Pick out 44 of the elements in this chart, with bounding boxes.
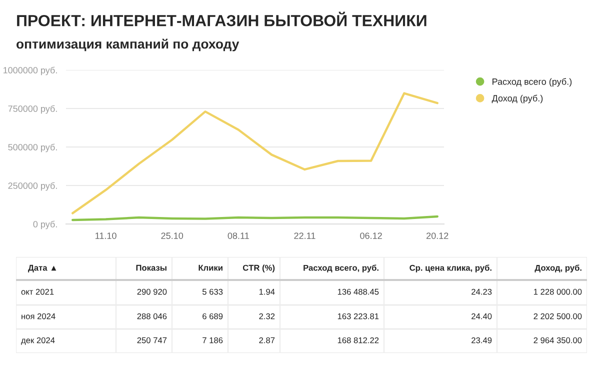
text: 1 228 000.00 xyxy=(534,288,582,295)
text: 2.32 xyxy=(259,313,275,320)
text: 290 920 xyxy=(137,288,167,295)
y-tick-label: 500000 руб. xyxy=(8,144,57,152)
line-series xyxy=(72,92,438,214)
text: 24.40 xyxy=(472,313,492,320)
text: 288 046 xyxy=(137,313,167,320)
y-tick-label: 1000000 руб. xyxy=(3,66,57,76)
text: 163 223.81 xyxy=(338,313,379,320)
text: 23.49 xyxy=(472,337,492,344)
x-tick-label: 20.12 xyxy=(426,232,448,239)
y-tick-label: 750000 руб. xyxy=(8,105,57,114)
text: Доход, руб. xyxy=(534,264,582,272)
x-tick-label: 08.11 xyxy=(228,232,249,239)
text: Дата ▲ xyxy=(28,264,56,272)
y-tick-label: 250000 руб. xyxy=(8,182,57,191)
text: Клики xyxy=(198,264,222,271)
text: Показы xyxy=(136,264,166,271)
text: 1.94 xyxy=(259,288,275,295)
text: 5 633 xyxy=(202,288,223,295)
text: 136 488.45 xyxy=(338,288,379,295)
text: дек 2024 xyxy=(21,337,55,345)
x-tick-label: 11.10 xyxy=(96,232,116,239)
x-tick-label: 22.11 xyxy=(294,232,316,239)
y-tick-label: 0 руб. xyxy=(33,220,57,230)
text: Расход всего, руб. xyxy=(304,264,378,272)
text: 6 689 xyxy=(202,313,223,320)
text: Ср. цена клика, руб. xyxy=(410,264,492,272)
text: 7 186 xyxy=(202,337,223,344)
text: 168 812.22 xyxy=(338,337,379,344)
text: CTR (%) xyxy=(242,264,275,272)
legend-label: Доход (руб.) xyxy=(492,94,543,104)
legend-label: Расход всего (руб.) xyxy=(492,78,572,87)
text: 2 202 500.00 xyxy=(534,313,582,320)
text: 2 964 350.00 xyxy=(534,337,582,344)
x-tick-label: 06.12 xyxy=(360,232,382,239)
text: 250 747 xyxy=(137,337,167,344)
text: 2.87 xyxy=(259,337,275,344)
text: ноя 2024 xyxy=(22,313,56,320)
chart-subtitle: оптимизация кампаний по доходу xyxy=(16,38,240,52)
text: окт 2021 xyxy=(21,288,54,295)
text: 24.23 xyxy=(472,288,492,295)
x-tick-label: 25.10 xyxy=(161,232,184,239)
chart-title: ПРОЕКТ: ИНТЕРНЕТ-МАГАЗИН БЫТОВОЙ ТЕХНИКИ xyxy=(17,12,426,26)
